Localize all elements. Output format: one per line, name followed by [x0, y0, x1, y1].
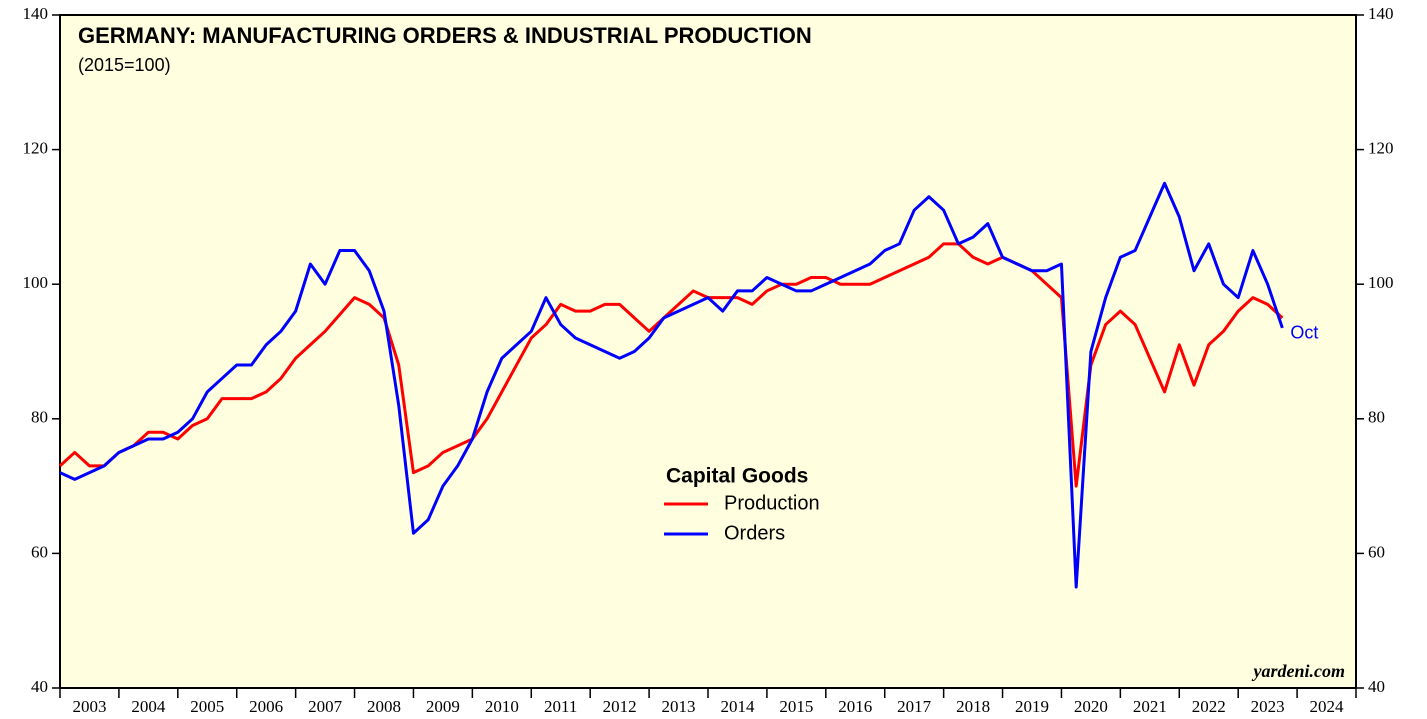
x-tick-label: 2005 [190, 697, 224, 716]
y2-tick-label: 60 [1368, 542, 1385, 561]
x-tick-label: 2022 [1192, 697, 1226, 716]
x-tick-label: 2023 [1251, 697, 1285, 716]
chart-subtitle: (2015=100) [78, 55, 171, 75]
y-tick-label: 100 [23, 273, 49, 292]
x-tick-label: 2014 [720, 697, 755, 716]
x-tick-label: 2006 [249, 697, 283, 716]
source: yardeni.com [1252, 661, 1346, 681]
legend-title: Capital Goods [666, 465, 808, 488]
y-tick-label: 40 [31, 677, 48, 696]
y-tick-label: 80 [31, 408, 48, 427]
x-tick-label: 2007 [308, 697, 343, 716]
y-tick-label: 120 [23, 139, 49, 158]
x-tick-label: 2003 [72, 697, 106, 716]
x-tick-label: 2018 [956, 697, 990, 716]
chart-title: GERMANY: MANUFACTURING ORDERS & INDUSTRI… [78, 23, 812, 48]
x-tick-label: 2019 [1015, 697, 1049, 716]
x-tick-label: 2013 [662, 697, 696, 716]
legend-label: Orders [724, 522, 785, 544]
y2-tick-label: 100 [1368, 273, 1394, 292]
plot-area [59, 14, 1357, 689]
x-tick-label: 2024 [1310, 697, 1345, 716]
y-tick-label: 60 [31, 542, 48, 561]
x-tick-label: 2020 [1074, 697, 1108, 716]
y2-tick-label: 120 [1368, 139, 1394, 158]
x-tick-label: 2008 [367, 697, 401, 716]
x-tick-label: 2021 [1133, 697, 1167, 716]
series-line [59, 181, 1284, 589]
y-tick-label: 140 [23, 4, 49, 23]
y2-tick-label: 40 [1368, 677, 1385, 696]
x-tick-label: 2004 [131, 697, 166, 716]
x-tick-label: 2016 [838, 697, 872, 716]
series-line [58, 242, 1284, 488]
x-tick-label: 2012 [603, 697, 637, 716]
x-tick-label: 2009 [426, 697, 460, 716]
x-tick-label: 2015 [779, 697, 813, 716]
annotation: Oct [1290, 323, 1318, 343]
x-tick-label: 2011 [544, 697, 577, 716]
y2-tick-label: 80 [1368, 408, 1385, 427]
legend-label: Production [724, 492, 820, 514]
y2-tick-label: 140 [1368, 4, 1394, 23]
x-tick-label: 2017 [897, 697, 932, 716]
x-tick-label: 2010 [485, 697, 519, 716]
